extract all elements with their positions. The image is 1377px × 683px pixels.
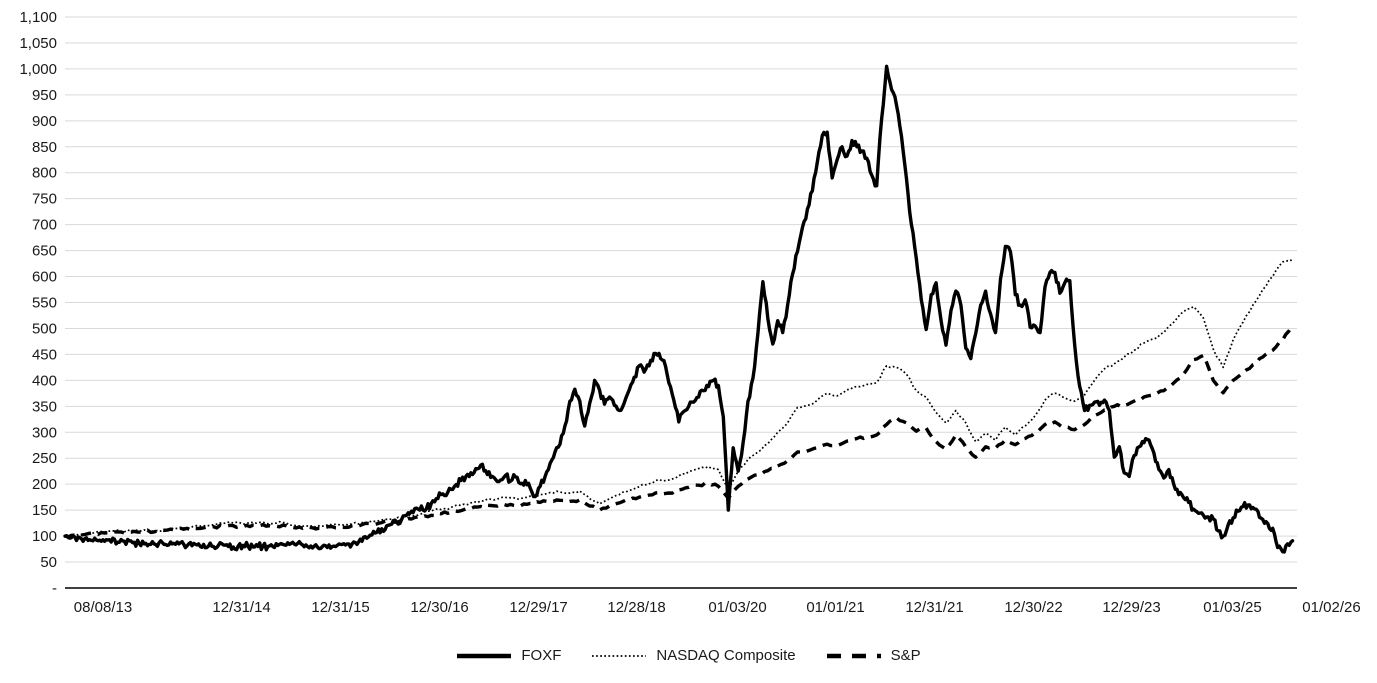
y-axis-tick-label: 1,050 [19,35,57,52]
legend-swatch-dotted-line-icon [592,654,647,657]
y-axis-tick-label: 700 [32,217,57,234]
x-axis-tick-label: 12/31/15 [311,599,369,616]
y-axis-tick-label: 500 [32,320,57,337]
series-line-s-p [64,324,1294,539]
y-axis-tick-label: 100 [32,528,57,545]
y-axis-tick-label: 50 [40,554,57,571]
y-axis-tick-label: 950 [32,87,57,104]
legend-item-foxf: FOXF [456,647,561,664]
y-axis-tick-label: 200 [32,476,57,493]
x-axis-tick-label: 12/28/18 [607,599,665,616]
x-axis-tick-label: 12/30/22 [1004,599,1062,616]
chart-plot-area: 1,100 1,050 1,000 950 900 850 800 750 700 650 600 5… [19,9,1361,616]
x-axis-tick-label: 08/08/13 [74,599,132,616]
x-axis-tick-label: 12/29/23 [1102,599,1160,616]
y-axis-tick-label: 800 [32,165,57,182]
legend-swatch-dashed-line-icon [826,653,881,658]
x-axis-tick-label: 12/29/17 [509,599,567,616]
chart-legend: FOXF NASDAQ Composite S&P [0,647,1377,664]
series-line-nasdaq-composite [64,258,1293,538]
legend-item-nasdaq-composite: NASDAQ Composite [591,647,796,664]
legend-label: S&P [890,647,921,664]
x-axis-tick-label: 12/30/16 [410,599,468,616]
legend-item-s-p: S&P [826,647,921,664]
gridlines [65,16,1297,589]
x-axis-tick-label: 12/31/21 [905,599,963,616]
y-axis-tick-label: 600 [32,269,57,286]
y-axis-tick-label: 550 [32,295,57,312]
series-lines [63,64,1295,554]
y-axis-tick-label: 900 [32,113,57,130]
x-axis-tick-label: 01/01/21 [806,599,864,616]
y-axis-tick-labels: 1,100 1,050 1,000 950 900 850 800 750 700 650 600 5… [19,9,57,597]
y-axis-tick-label: 650 [32,243,57,260]
y-axis-tick-label: 350 [32,398,57,415]
y-axis-tick-label: 300 [32,424,57,441]
y-axis-tick-label: 250 [32,450,57,467]
y-axis-tick-label: - [52,580,57,597]
x-axis-tick-label: 01/02/26 [1302,599,1360,616]
x-axis-tick-label: 12/31/14 [212,599,270,616]
x-axis-tick-label: 01/03/25 [1203,599,1261,616]
series-line-foxf [63,64,1295,554]
x-axis-tick-labels: 08/08/13 12/31/14 12/31/15 12/30/16 12/29/17… [74,599,1361,616]
legend-swatch-solid-line-icon [457,653,512,658]
legend-label: FOXF [521,647,562,664]
y-axis-tick-label: 450 [32,346,57,363]
legend-label: NASDAQ Composite [656,647,796,664]
y-axis-tick-label: 750 [32,191,57,208]
y-axis-tick-label: 850 [32,139,57,156]
y-axis-tick-label: 400 [32,372,57,389]
x-axis-tick-label: 01/03/20 [708,599,766,616]
y-axis-tick-label: 1,000 [19,61,57,78]
y-axis-tick-label: 150 [32,502,57,519]
y-axis-tick-label: 1,100 [19,9,57,26]
